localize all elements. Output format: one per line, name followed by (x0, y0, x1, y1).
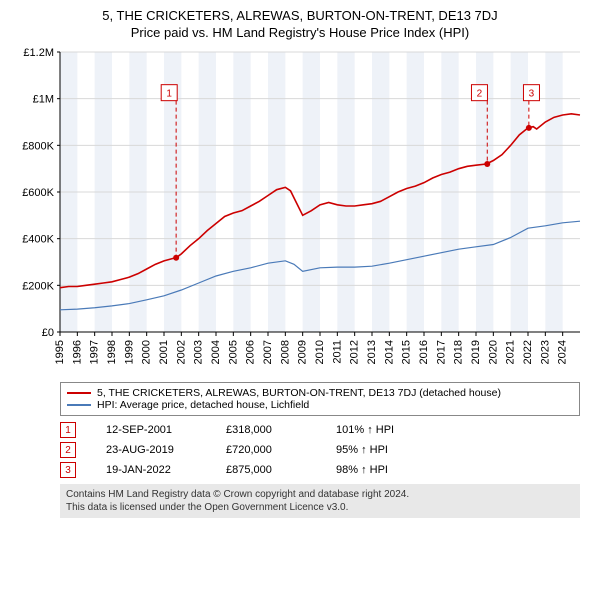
svg-text:2008: 2008 (279, 340, 291, 364)
marker-pct: 98% ↑ HPI (336, 464, 456, 476)
marker-pct: 101% ↑ HPI (336, 424, 456, 436)
svg-text:2011: 2011 (331, 340, 343, 364)
svg-text:1995: 1995 (54, 340, 66, 364)
svg-text:2000: 2000 (141, 340, 153, 364)
svg-text:2021: 2021 (505, 340, 517, 364)
marker-row: 3 19-JAN-2022£875,00098% ↑ HPI (60, 460, 580, 480)
attribution: Contains HM Land Registry data © Crown c… (60, 484, 580, 518)
svg-text:£1.2M: £1.2M (23, 47, 54, 59)
svg-text:1998: 1998 (106, 340, 118, 364)
svg-text:2001: 2001 (158, 340, 170, 364)
svg-text:£200K: £200K (22, 280, 54, 292)
svg-text:2015: 2015 (401, 340, 413, 364)
plot-area: £0 £200K £400K £600K £800K £1M £1.2M 1995 1996 19… (10, 46, 590, 376)
svg-text:2022: 2022 (522, 340, 534, 364)
marker-id-box: 1 (60, 422, 76, 438)
svg-text:£400K: £400K (22, 234, 54, 246)
attribution-line2: This data is licensed under the Open Gov… (66, 501, 574, 514)
chart-title: 5, THE CRICKETERS, ALREWAS, BURTON-ON-TR… (10, 8, 590, 23)
svg-text:2004: 2004 (210, 340, 222, 364)
marker-row: 2 23-AUG-2019£720,00095% ↑ HPI (60, 440, 580, 460)
marker-date: 12-SEP-2001 (106, 424, 226, 436)
svg-text:2003: 2003 (193, 340, 205, 364)
svg-text:2010: 2010 (314, 340, 326, 364)
svg-text:£1M: £1M (33, 94, 54, 106)
chart-subtitle: Price paid vs. HM Land Registry's House … (10, 25, 590, 40)
svg-text:2002: 2002 (175, 340, 187, 364)
svg-text:2024: 2024 (557, 340, 569, 364)
svg-text:3: 3 (529, 89, 535, 100)
svg-text:1996: 1996 (71, 340, 83, 364)
svg-text:2005: 2005 (227, 340, 239, 364)
legend-label: 5, THE CRICKETERS, ALREWAS, BURTON-ON-TR… (97, 387, 501, 399)
svg-text:2019: 2019 (470, 340, 482, 364)
svg-text:2023: 2023 (539, 340, 551, 364)
marker-date: 23-AUG-2019 (106, 444, 226, 456)
legend-swatch (67, 392, 91, 394)
svg-text:1999: 1999 (123, 340, 135, 364)
svg-text:2016: 2016 (418, 340, 430, 364)
svg-text:2007: 2007 (262, 340, 274, 364)
marker-date: 19-JAN-2022 (106, 464, 226, 476)
marker-id-box: 3 (60, 462, 76, 478)
svg-text:2014: 2014 (383, 340, 395, 364)
chart-svg: £0 £200K £400K £600K £800K £1M £1.2M 1995 1996 19… (10, 46, 590, 376)
svg-text:1997: 1997 (89, 340, 101, 364)
marker-id-box: 2 (60, 442, 76, 458)
svg-text:£600K: £600K (22, 187, 54, 199)
legend-row: HPI: Average price, detached house, Lich… (67, 399, 573, 411)
legend-label: HPI: Average price, detached house, Lich… (97, 399, 309, 411)
svg-text:2: 2 (477, 89, 483, 100)
svg-text:2018: 2018 (453, 340, 465, 364)
svg-text:£0: £0 (42, 327, 54, 339)
marker-table: 1 12-SEP-2001£318,000101% ↑ HPI 2 23-AUG-20… (60, 420, 580, 480)
svg-text:£800K: £800K (22, 140, 54, 152)
marker-row: 1 12-SEP-2001£318,000101% ↑ HPI (60, 420, 580, 440)
svg-text:1: 1 (166, 89, 172, 100)
svg-text:2020: 2020 (487, 340, 499, 364)
marker-price: £318,000 (226, 424, 336, 436)
svg-text:2017: 2017 (435, 340, 447, 364)
chart-container: 5, THE CRICKETERS, ALREWAS, BURTON-ON-TR… (0, 0, 600, 530)
svg-text:2013: 2013 (366, 340, 378, 364)
marker-price: £875,000 (226, 464, 336, 476)
svg-text:2009: 2009 (297, 340, 309, 364)
attribution-line1: Contains HM Land Registry data © Crown c… (66, 488, 574, 501)
legend-swatch (67, 404, 91, 406)
legend: 5, THE CRICKETERS, ALREWAS, BURTON-ON-TR… (60, 382, 580, 416)
legend-row: 5, THE CRICKETERS, ALREWAS, BURTON-ON-TR… (67, 387, 573, 399)
marker-price: £720,000 (226, 444, 336, 456)
svg-text:2012: 2012 (349, 340, 361, 364)
marker-pct: 95% ↑ HPI (336, 444, 456, 456)
svg-text:2006: 2006 (245, 340, 257, 364)
